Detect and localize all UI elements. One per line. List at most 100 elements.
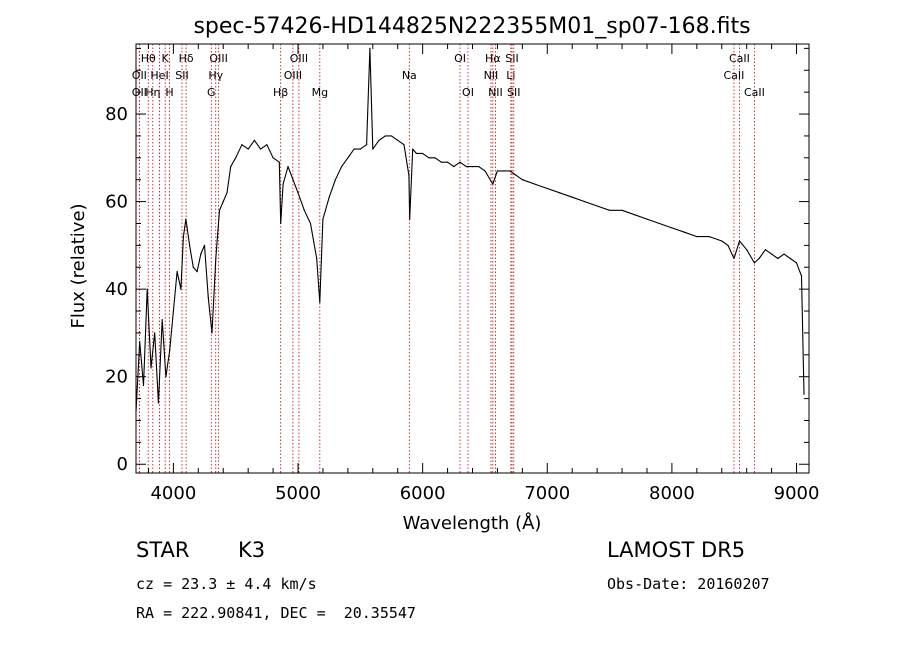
spectrum-point [403, 144, 405, 146]
spectrum-point [319, 301, 321, 303]
spectrum-point [422, 152, 424, 155]
line-marker-label: Mg [312, 86, 328, 99]
spectrum-point [328, 196, 330, 198]
spectrum-point [412, 148, 414, 150]
spectrum-point [241, 144, 243, 146]
spectrum-point [247, 148, 249, 150]
line-marker-label: Hθ [141, 52, 156, 65]
spectrum-point [253, 139, 255, 141]
spectrum-point [297, 192, 299, 194]
spectrum-point [154, 332, 156, 334]
spectrum-point [484, 170, 486, 172]
x-axis-label: Wavelength (Å) [403, 512, 542, 534]
spectrum-point [800, 275, 803, 277]
spectrum-point [211, 332, 213, 334]
line-marker-label: Hβ [273, 86, 288, 99]
y-tick-label: 40 [105, 279, 128, 300]
line-marker-label: CaII [744, 86, 765, 99]
spectrum-point [200, 253, 202, 255]
spectrum-point [196, 271, 198, 273]
spectrum-point [390, 135, 393, 137]
spectrum-point [509, 170, 511, 172]
spectrum-point [584, 200, 586, 203]
spectrum-point [696, 236, 698, 238]
spectrum-point [546, 187, 548, 190]
y-tick-label: 0 [117, 454, 128, 475]
spectrum-point [658, 222, 661, 225]
spectrum-point [303, 209, 305, 211]
spectrum-line [135, 47, 805, 412]
spectrum-point [172, 310, 174, 312]
spectrum-point [185, 218, 187, 220]
line-marker-label: OIII [284, 69, 302, 82]
spectrum-point [727, 244, 729, 246]
spectrum-point [738, 240, 741, 242]
spectrum-point [771, 253, 773, 255]
coordinates: RA = 222.90841, DEC = 20.35547 [136, 604, 416, 622]
object-class: STAR [136, 538, 190, 562]
subclass: K3 [238, 538, 266, 562]
spectrum-point [150, 367, 152, 369]
spectrum-point [428, 157, 430, 159]
spectrum-point [753, 262, 756, 264]
spectrum-point [230, 165, 232, 168]
spectrum-point [207, 297, 209, 299]
spectrum-point [521, 179, 523, 181]
spectrum-point [746, 249, 748, 251]
plot-frame [135, 43, 810, 474]
x-tick-label: 6000 [400, 483, 446, 504]
obs-date: Obs-Date: 20160207 [607, 575, 770, 593]
line-marker-label: SII [507, 86, 520, 99]
line-marker-label: NII [488, 86, 503, 99]
line-marker-label: CaII [724, 69, 745, 82]
spectrum-point [192, 266, 194, 268]
spectrum-point [459, 161, 461, 163]
spectrum-point [397, 139, 399, 141]
spectrum-point [260, 148, 262, 150]
spectrum-point [633, 214, 636, 216]
line-marker-label: Hα [485, 52, 501, 65]
spectrum-point [465, 165, 467, 168]
spectrum-point [471, 165, 474, 168]
x-tick-label: 9000 [774, 483, 820, 504]
y-tick-label: 80 [105, 104, 128, 125]
line-marker-label: NII [484, 69, 499, 82]
spectrum-point [334, 179, 337, 181]
spectrum-point [492, 183, 494, 185]
spectrum-point [733, 257, 735, 260]
spectrum-point [683, 231, 685, 233]
spectrum-point [559, 192, 561, 194]
spectrum-point [596, 205, 598, 207]
spectrum-point [292, 179, 294, 181]
spectrum-point [146, 288, 148, 290]
spectrum-point [621, 209, 623, 211]
spectrum-point [365, 144, 368, 146]
spectrum-point [226, 192, 228, 194]
spectrum-point [322, 218, 324, 220]
spectrum-point [372, 148, 374, 150]
velocity-readout: cz = 23.3 ± 4.4 km/s [136, 575, 317, 593]
spectrum-point [440, 161, 442, 163]
spectrum-point [359, 148, 361, 150]
spectrum-point [266, 144, 268, 146]
line-marker-label: Hδ [179, 52, 194, 65]
spectrum-point [721, 240, 723, 242]
y-tick-label: 20 [105, 367, 128, 388]
spectrum-point [446, 161, 449, 163]
spectrum-point [180, 288, 182, 290]
spectrum-point [671, 227, 673, 229]
line-marker-label: Hη [145, 86, 160, 99]
line-marker-label: Na [402, 69, 417, 82]
line-marker-label: OIII [209, 52, 227, 65]
spectrum-point [378, 139, 380, 141]
spectrum-point [708, 236, 710, 238]
spectrum-point [453, 165, 455, 168]
spectrum-point [534, 183, 536, 185]
x-tick-label: 4000 [150, 483, 196, 504]
axis-ticks: 4000 5000 6000 7000 8000 9000 0 20 40 60 80 [105, 44, 819, 504]
spectrum-point [282, 183, 284, 185]
line-marker-label: SII [505, 52, 518, 65]
spectrum-point [157, 402, 160, 404]
